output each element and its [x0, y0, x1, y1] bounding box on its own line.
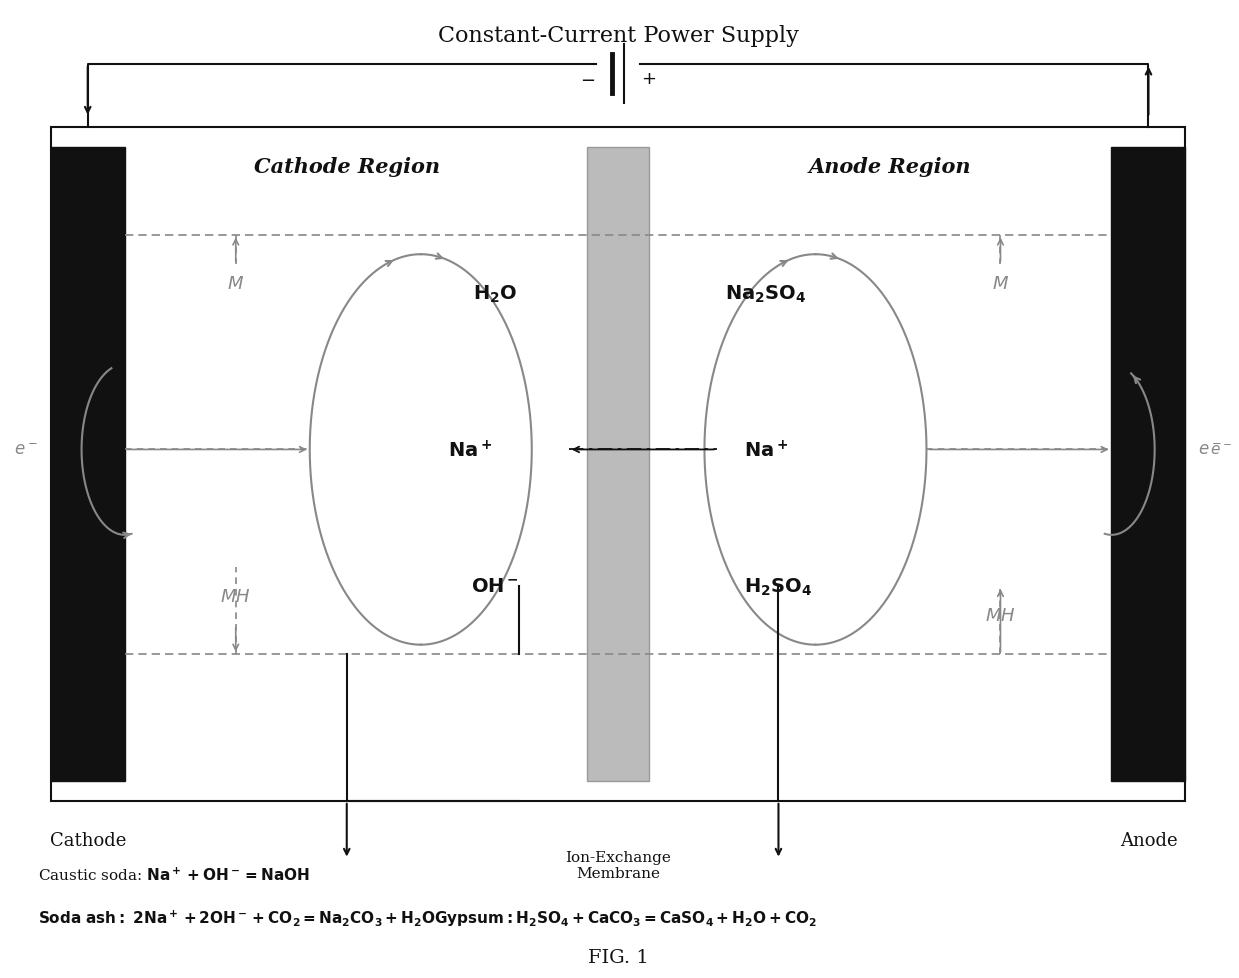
- Text: $e^-$: $e^-$: [1211, 442, 1232, 458]
- Text: $\mathbf{H_2O}$: $\mathbf{H_2O}$: [472, 284, 517, 304]
- Text: Cathode Region: Cathode Region: [254, 157, 440, 177]
- Text: $\mathbf{Na^+}$: $\mathbf{Na^+}$: [449, 439, 492, 461]
- Bar: [587, 148, 649, 781]
- Text: $\mathbf{Soda\ ash:\ 2Na^+ + 2OH^- + CO_2=Na_2CO_3 + H_2O}$$\mathbf{Gypsum:H_2SO: $\mathbf{Soda\ ash:\ 2Na^+ + 2OH^- + CO_…: [38, 908, 818, 928]
- Text: Anode Region: Anode Region: [808, 157, 970, 177]
- Text: $\mathbf{OH^-}$: $\mathbf{OH^-}$: [471, 578, 519, 596]
- Text: Cathode: Cathode: [50, 831, 126, 849]
- Bar: [51, 128, 1186, 801]
- Text: FIG. 1: FIG. 1: [587, 948, 648, 966]
- Text: $M$: $M$: [992, 275, 1009, 293]
- Text: Ion-Exchange
Membrane: Ion-Exchange Membrane: [565, 850, 672, 880]
- Bar: [51, 148, 125, 781]
- Bar: [1111, 148, 1186, 781]
- Text: $e^-$: $e^-$: [1198, 441, 1222, 459]
- Text: $+$: $+$: [642, 70, 657, 88]
- Text: $\mathbf{H_2SO_4}$: $\mathbf{H_2SO_4}$: [745, 576, 813, 598]
- Text: $-$: $-$: [580, 70, 595, 88]
- Text: $e^-$: $e^-$: [14, 441, 38, 459]
- Text: $M$: $M$: [227, 275, 244, 293]
- Text: Constant-Current Power Supply: Constant-Current Power Supply: [437, 24, 799, 47]
- Text: $\mathbf{Na_2SO_4}$: $\mathbf{Na_2SO_4}$: [726, 284, 807, 304]
- Text: $\mathbf{Na^+}$: $\mathbf{Na^+}$: [743, 439, 788, 461]
- Text: $MH$: $MH$: [985, 606, 1016, 625]
- Text: Caustic soda: $\mathbf{Na^+ + OH^-=NaOH}$: Caustic soda: $\mathbf{Na^+ + OH^-=NaOH}…: [38, 866, 310, 883]
- Text: Anode: Anode: [1120, 831, 1177, 849]
- Text: $MH$: $MH$: [221, 587, 252, 605]
